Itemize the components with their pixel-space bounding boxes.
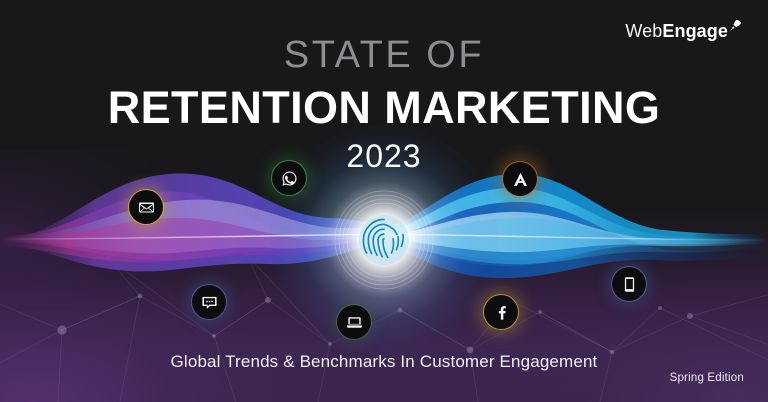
subtitle-text: Global Trends & Benchmarks In Customer E…: [170, 352, 598, 371]
fingerprint-icon: [359, 215, 409, 265]
push-icon: [513, 172, 527, 186]
envelope-icon: [138, 202, 154, 212]
page-title: RETENTION MARKETING: [107, 82, 661, 133]
webengage-logo[interactable]: Web Engage: [625, 19, 742, 41]
edition-badge: Spring Edition: [669, 372, 744, 384]
whatsapp-icon: [281, 170, 297, 186]
channel-icon-web-push[interactable]: [337, 305, 371, 339]
channel-icon-mobile[interactable]: [612, 267, 646, 301]
year-text: 2023: [346, 138, 422, 174]
channel-icon-email[interactable]: [129, 190, 163, 224]
channel-icon-push[interactable]: [503, 162, 537, 196]
eyebrow-text: STATE OF: [283, 34, 485, 76]
headline-block: STATE OF RETENTION MARKETING 2023: [0, 36, 768, 172]
channel-icon-facebook[interactable]: [484, 295, 518, 329]
channel-icon-sms[interactable]: [192, 285, 226, 319]
facebook-icon: [498, 305, 506, 320]
rocket-icon: [730, 19, 742, 31]
laptop-icon: [346, 316, 362, 328]
channel-icon-whatsapp[interactable]: [272, 161, 306, 195]
logo-text-web: Web: [625, 21, 663, 41]
mobile-icon: [624, 276, 634, 292]
logo-text-engage: Engage: [662, 21, 728, 41]
sms-icon: [201, 296, 217, 308]
